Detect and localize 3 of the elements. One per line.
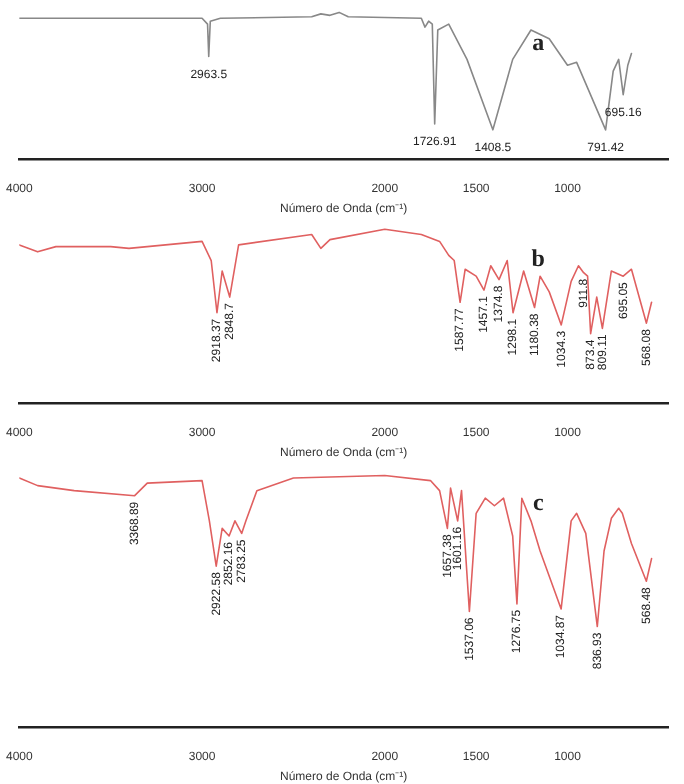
annotation: c — [532, 488, 545, 517]
annotation: b — [531, 244, 546, 273]
annotation: a — [532, 28, 545, 57]
